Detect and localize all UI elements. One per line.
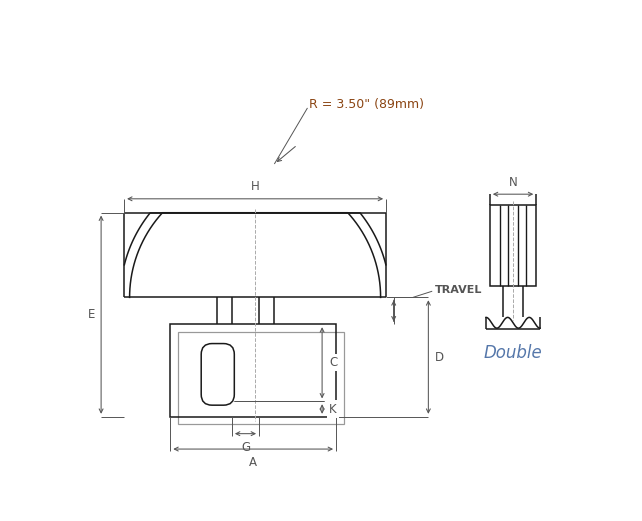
- Bar: [490, 205, 536, 286]
- Text: D: D: [435, 351, 444, 364]
- Text: G: G: [241, 441, 250, 454]
- Text: A: A: [249, 456, 257, 469]
- Text: C: C: [329, 356, 337, 369]
- Bar: [178, 332, 343, 425]
- Text: TRAVEL: TRAVEL: [435, 284, 482, 295]
- Text: E: E: [89, 308, 96, 321]
- Bar: [170, 324, 336, 417]
- Text: R = 3.50" (89mm): R = 3.50" (89mm): [309, 98, 424, 111]
- Text: N: N: [508, 176, 517, 189]
- Text: Double: Double: [483, 343, 542, 362]
- Text: K: K: [329, 403, 336, 416]
- Text: H: H: [251, 180, 259, 193]
